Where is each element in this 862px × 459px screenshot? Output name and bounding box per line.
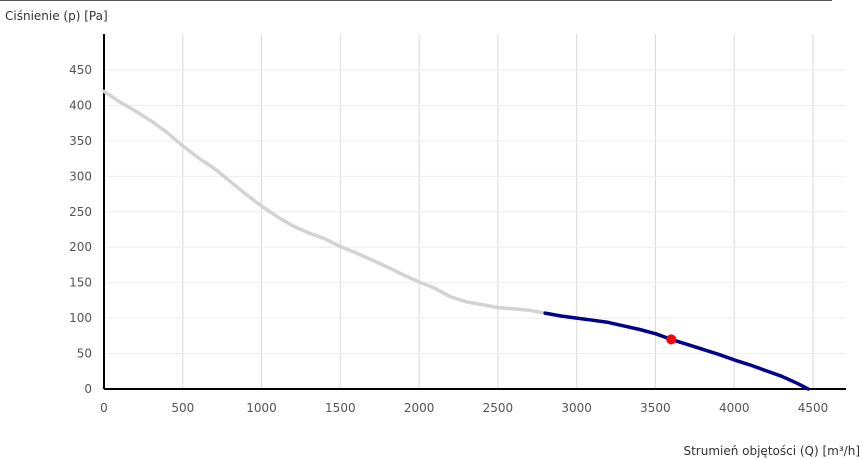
operating-point — [666, 334, 677, 345]
y-tick-label: 150 — [69, 276, 92, 290]
series-line-1 — [102, 89, 547, 315]
x-tick-label: 1500 — [325, 401, 356, 415]
y-tick-label: 300 — [69, 169, 92, 183]
x-tick-label: 2500 — [483, 401, 514, 415]
x-tick-label: 3000 — [561, 401, 592, 415]
series-line-2 — [543, 311, 811, 391]
x-tick-label: 0 — [100, 401, 108, 415]
y-axis-title: Ciśnienie (p) [Pa] — [5, 9, 108, 23]
y-tick-label: 350 — [69, 134, 92, 148]
y-tick-label: 250 — [69, 205, 92, 219]
tick-labels: 0 500 1000 1500 2000 2500 3000 3500 4000 4500 0 50 1… — [69, 63, 828, 415]
y-tick-label: 200 — [69, 240, 92, 254]
y-tick-label: 0 — [84, 382, 92, 396]
y-tick-label: 450 — [69, 63, 92, 77]
y-tick-label: 100 — [69, 311, 92, 325]
x-tick-label: 3500 — [640, 401, 671, 415]
x-tick-label: 1000 — [246, 401, 277, 415]
operating-point-group — [666, 334, 677, 345]
y-tick-label: 400 — [69, 98, 92, 112]
x-tick-label: 500 — [171, 401, 194, 415]
grid — [104, 34, 846, 389]
x-tick-label: 2000 — [404, 401, 435, 415]
y-tick-label: 50 — [77, 347, 92, 361]
x-tick-label: 4000 — [719, 401, 750, 415]
series-group — [102, 89, 811, 391]
x-tick-label: 4500 — [798, 401, 829, 415]
top-rule — [0, 0, 832, 1]
x-axis-title: Strumień objętości (Q) [m³/h] — [683, 444, 860, 458]
